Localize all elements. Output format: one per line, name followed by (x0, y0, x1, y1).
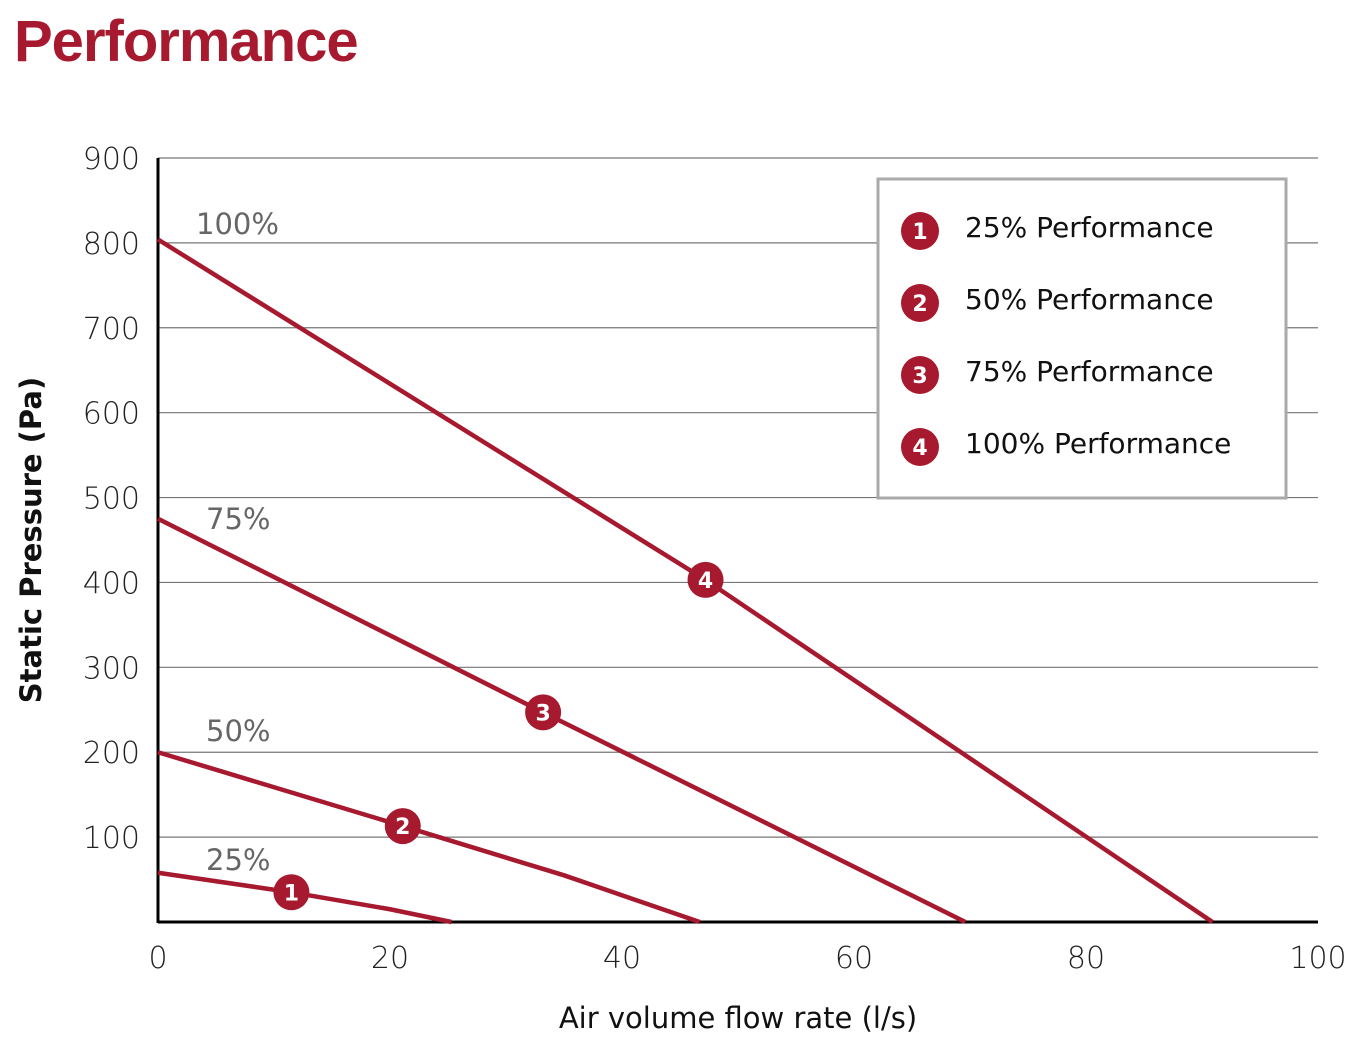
legend-label: 75% Performance (965, 355, 1214, 388)
y-tick-label: 500 (83, 482, 140, 517)
y-tick-label: 600 (83, 397, 140, 432)
marker-circle (273, 874, 310, 911)
legend-box (876, 177, 1288, 500)
legend-label: 25% Performance (965, 211, 1214, 244)
legend-marker-number: 4 (912, 436, 927, 461)
legend-marker-number: 3 (912, 364, 927, 389)
legend-marker (901, 284, 939, 322)
legend-marker (901, 212, 939, 250)
legend-marker (901, 356, 939, 394)
x-tick-label: 80 (1067, 941, 1105, 976)
y-tick-label: 700 (83, 312, 140, 347)
x-tick-label: 0 (148, 941, 167, 976)
series-line-25pct (157, 870, 452, 925)
curve-label: 75% (206, 502, 270, 536)
series-line-75pct (156, 516, 967, 925)
curve-label: 50% (206, 714, 270, 748)
marker-number: 2 (395, 815, 410, 840)
marker-number: 4 (698, 569, 713, 594)
marker-circle (525, 694, 562, 731)
x-tick-label: 60 (835, 941, 873, 976)
y-tick-label: 100 (83, 821, 140, 856)
legend-marker-number: 1 (912, 220, 927, 245)
y-tick-label: 200 (83, 736, 140, 771)
marker-circle (687, 561, 724, 598)
series-line-50pct (157, 750, 701, 925)
x-axis-label: Air volume flow rate (l/s) (559, 1001, 917, 1035)
marker-number: 3 (535, 701, 550, 726)
curve-label: 25% (206, 843, 270, 877)
y-tick-label: 400 (83, 566, 140, 601)
legend-label: 50% Performance (965, 283, 1214, 316)
page-title: Performance (14, 9, 359, 74)
x-tick-label: 100 (1289, 941, 1346, 976)
marker-circle (384, 808, 421, 845)
legend-marker (901, 428, 939, 466)
legend-label: 100% Performance (965, 427, 1231, 460)
y-tick-label: 800 (83, 227, 140, 262)
marker-number: 1 (284, 881, 299, 906)
curve-label: 100% (196, 207, 279, 241)
legend-marker-number: 2 (912, 292, 927, 317)
y-tick-label: 300 (83, 651, 140, 686)
x-tick-label: 40 (603, 941, 641, 976)
y-axis-label: Static Pressure (Pa) (14, 377, 48, 703)
y-tick-label: 900 (83, 142, 140, 177)
x-tick-label: 20 (371, 941, 409, 976)
